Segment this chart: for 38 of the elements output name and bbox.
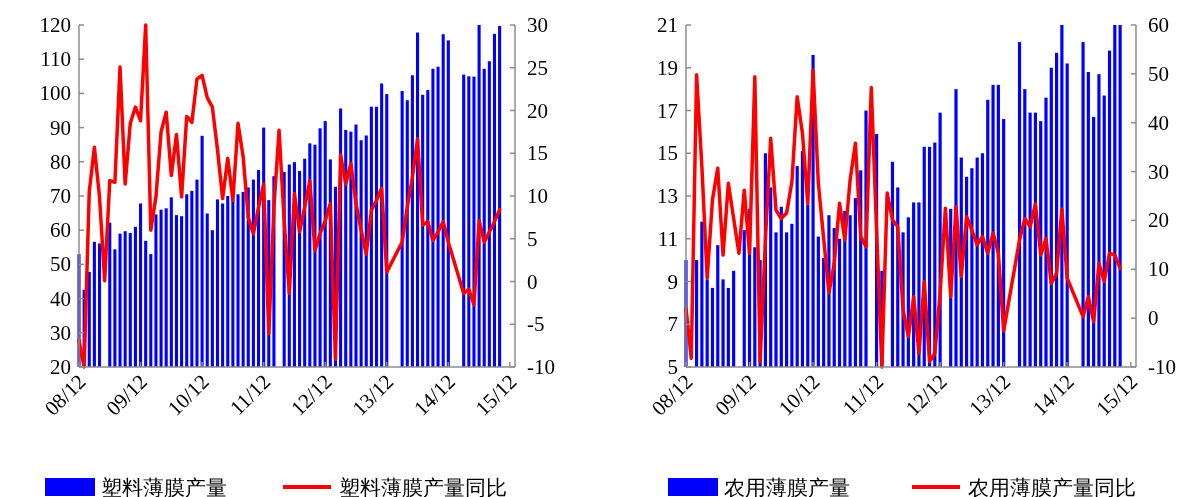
y2-tick-label: 50	[1148, 61, 1169, 86]
y-tick-label: 30	[50, 320, 71, 345]
y2-tick-label: -5	[527, 312, 545, 337]
y-tick-label: 90	[50, 115, 71, 140]
y-tick-label: 21	[657, 13, 678, 37]
y-tick-label: 50	[50, 252, 71, 277]
y-tick-label: 80	[50, 149, 71, 174]
y2-tick-label: 5	[527, 226, 538, 251]
y-tick-label: 110	[40, 47, 71, 72]
y2-tick-label: 30	[527, 13, 548, 37]
y2-tick-label: -10	[527, 355, 555, 379]
y2-tick-label: 0	[527, 269, 538, 294]
y-tick-label: 7	[667, 312, 678, 337]
y-tick-label: 60	[50, 218, 71, 243]
y-tick-label: 15	[657, 141, 678, 166]
y2-tick-label: 25	[527, 55, 548, 80]
y-tick-label: 11	[657, 226, 678, 251]
y-tick-label: 9	[667, 269, 678, 294]
y2-tick-label: 30	[1148, 159, 1169, 184]
y2-tick-label: 20	[527, 98, 548, 123]
y2-tick-label: 0	[1148, 306, 1159, 331]
y2-tick-label: 10	[1148, 257, 1169, 282]
y-tick-label: 120	[39, 13, 71, 37]
y2-tick-label: 20	[1148, 208, 1169, 233]
y2-tick-label: 40	[1148, 110, 1169, 135]
y-tick-label: 100	[39, 81, 71, 106]
y-tick-label: 5	[667, 355, 678, 379]
y-tick-label: 70	[50, 184, 71, 208]
y-tick-label: 20	[50, 355, 71, 379]
y2-tick-label: 15	[527, 141, 548, 166]
y-tick-label: 40	[50, 286, 71, 311]
y2-tick-label: -10	[1148, 355, 1176, 379]
y-tick-label: 13	[657, 184, 678, 208]
y2-tick-label: 60	[1148, 13, 1169, 37]
line-series	[684, 68, 1122, 369]
y-tick-label: 19	[657, 55, 678, 80]
y-tick-label: 17	[657, 98, 678, 123]
y2-tick-label: 10	[527, 184, 548, 208]
